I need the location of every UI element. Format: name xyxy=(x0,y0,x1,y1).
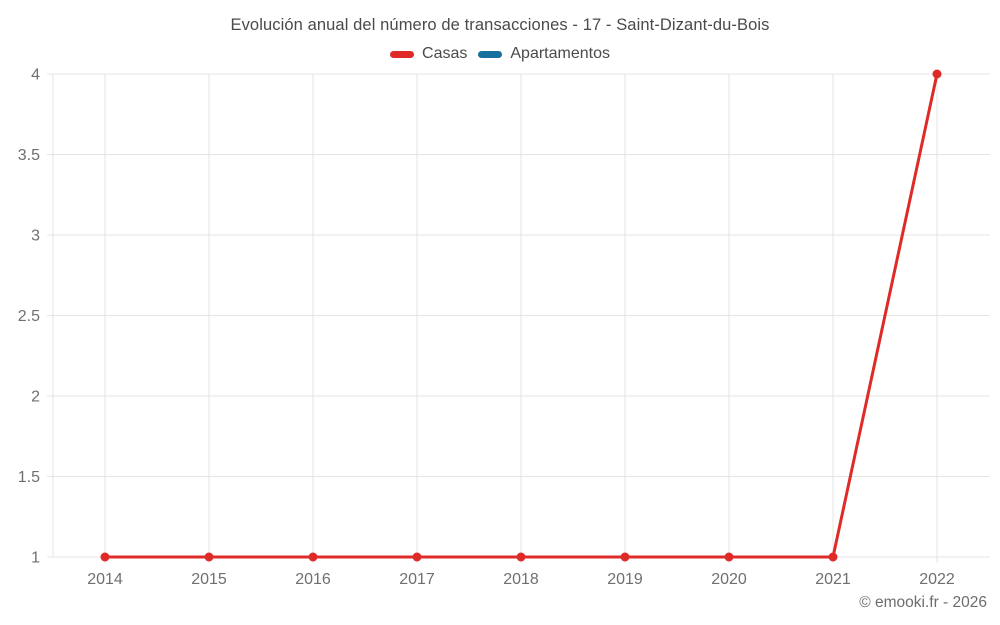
y-axis-label: 3.5 xyxy=(18,147,40,164)
legend-label: Casas xyxy=(422,45,468,62)
y-axis-label: 2 xyxy=(31,389,40,406)
data-point-casas-2016[interactable] xyxy=(308,552,318,562)
copyright-credit: © emooki.fr - 2026 xyxy=(859,594,987,611)
legend-marker-icon xyxy=(478,50,503,58)
data-point-casas-2021[interactable] xyxy=(828,552,838,562)
x-axis-label: 2020 xyxy=(711,571,747,588)
data-point-casas-2022[interactable] xyxy=(932,69,942,79)
chart-legend: Casas Apartamentos xyxy=(0,45,1000,63)
x-axis-label: 2022 xyxy=(919,571,955,588)
data-point-casas-2014[interactable] xyxy=(100,552,110,562)
x-axis-label: 2021 xyxy=(815,571,851,588)
legend-item-casas[interactable]: Casas xyxy=(390,45,467,63)
data-point-casas-2019[interactable] xyxy=(620,552,630,562)
data-point-casas-2015[interactable] xyxy=(204,552,214,562)
x-axis-label: 2016 xyxy=(295,571,331,588)
data-point-casas-2017[interactable] xyxy=(412,552,422,562)
legend-item-apartamentos[interactable]: Apartamentos xyxy=(478,45,610,63)
x-axis-label: 2019 xyxy=(607,571,643,588)
legend-marker-icon xyxy=(390,50,415,58)
y-axis-label: 2.5 xyxy=(18,308,40,325)
y-axis-label: 4 xyxy=(31,67,40,84)
y-axis-label: 1 xyxy=(31,550,40,567)
y-axis-label: 3 xyxy=(31,228,40,245)
data-point-casas-2018[interactable] xyxy=(516,552,526,562)
data-point-casas-2020[interactable] xyxy=(724,552,734,562)
chart-title: Evolución anual del número de transaccio… xyxy=(230,16,770,34)
x-axis-label: 2015 xyxy=(191,571,227,588)
x-axis-label: 2018 xyxy=(503,571,539,588)
y-axis-label: 1.5 xyxy=(18,469,40,486)
x-axis-label: 2014 xyxy=(87,571,123,588)
legend-label: Apartamentos xyxy=(510,45,610,62)
x-axis-label: 2017 xyxy=(399,571,435,588)
